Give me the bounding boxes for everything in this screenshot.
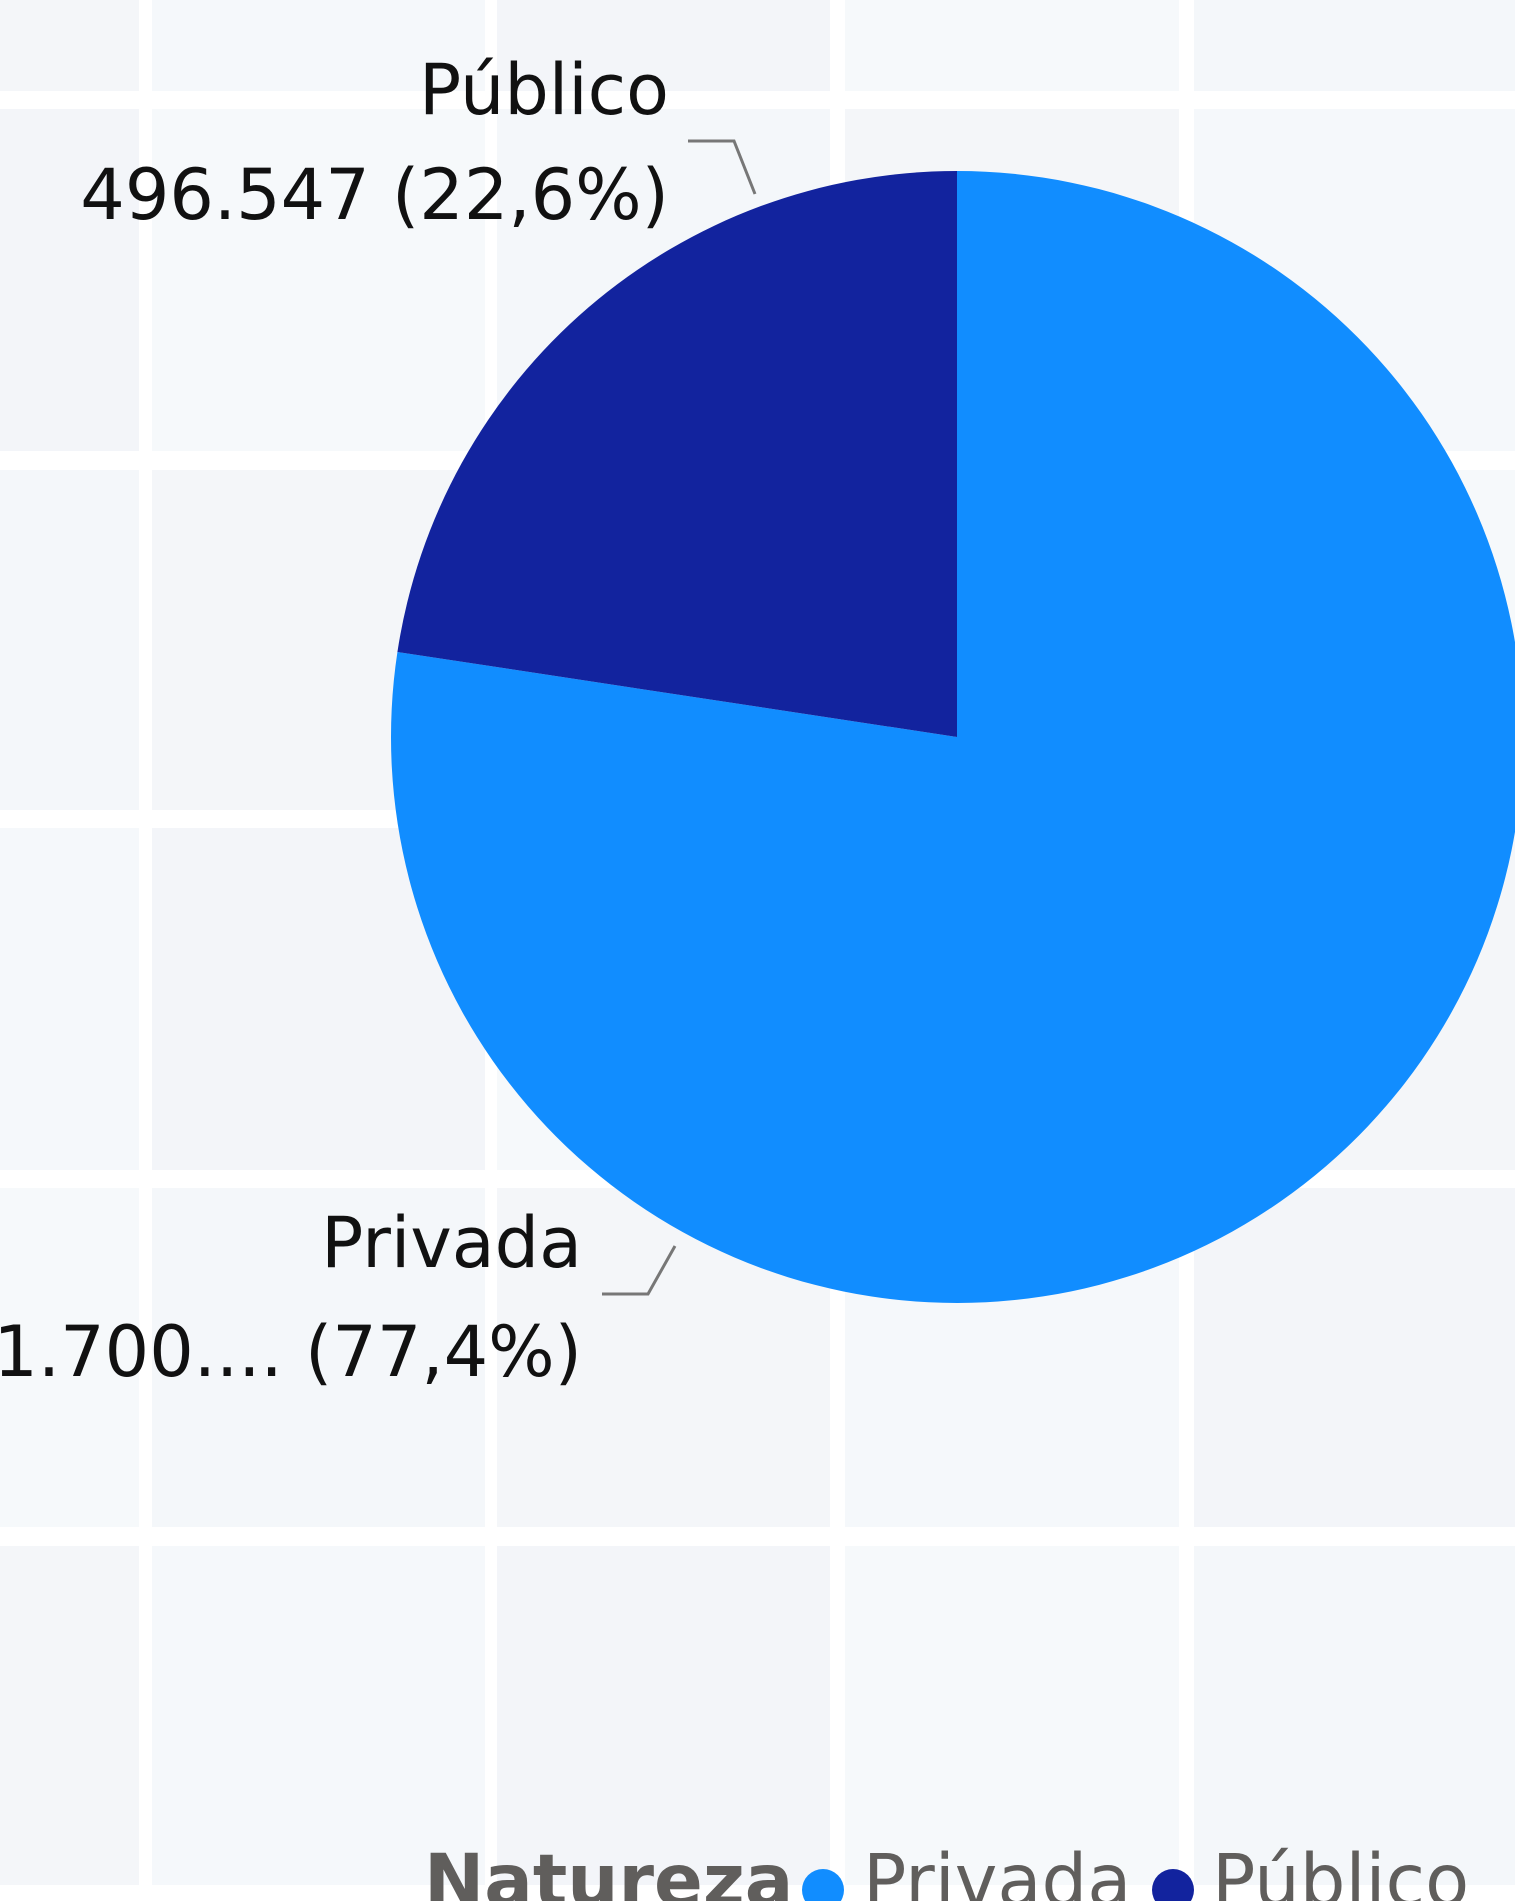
background-tile [497, 0, 830, 91]
legend: Natureza Privada Público [424, 1839, 1469, 1901]
background-tile [152, 109, 485, 451]
data-label-value: 496.547 (22,6%) [80, 154, 669, 236]
background-tile [0, 1546, 139, 1885]
data-label-value: 1.700.... (77,4%) [0, 1311, 582, 1393]
background-tile [152, 0, 485, 91]
legend-label: Público [1212, 1839, 1469, 1901]
background-tile [1194, 0, 1515, 91]
background-tile [497, 1546, 830, 1885]
background-tile [0, 1188, 139, 1527]
data-label-name: Privada [321, 1202, 582, 1284]
background-tile [845, 1546, 1179, 1885]
background-tile [1194, 1188, 1515, 1527]
background-tile [845, 0, 1179, 91]
background-tile [1194, 1546, 1515, 1885]
legend-marker [1152, 1869, 1194, 1901]
leader-line [602, 1245, 677, 1296]
pie-slice [397, 171, 958, 737]
background-tile [0, 0, 139, 91]
background-tile [152, 1188, 485, 1527]
background-tile [0, 109, 139, 451]
legend-title: Natureza [424, 1839, 793, 1901]
legend-marker [802, 1869, 844, 1901]
pie-slice [391, 171, 1515, 1303]
background-tile [0, 470, 139, 810]
legend-label: Privada [863, 1839, 1131, 1901]
data-labels: Privada 1.700.... (77,4%) Público 496.547 (… [0, 49, 757, 1393]
pie [391, 171, 1515, 1303]
leader-line [688, 139, 757, 195]
background-tile [152, 1546, 485, 1885]
background-tile [0, 828, 139, 1170]
data-label-name: Público [419, 49, 669, 131]
